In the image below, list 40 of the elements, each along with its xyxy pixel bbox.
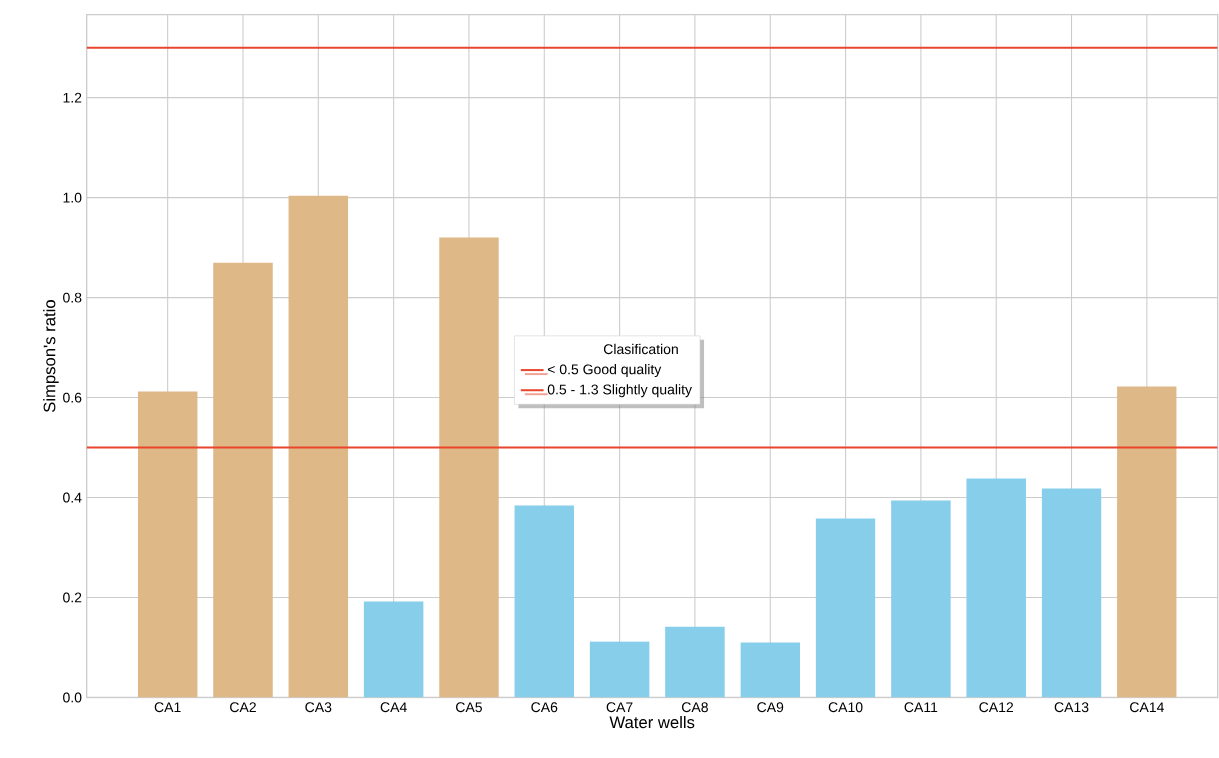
- bar: [288, 195, 349, 698]
- y-tick-label: 1.0: [63, 192, 82, 203]
- x-axis-title: Water wells: [609, 716, 695, 729]
- y-tick-label: 0.2: [63, 592, 82, 603]
- y-tick-label: 0.4: [63, 492, 82, 503]
- bar: [1041, 488, 1102, 698]
- bar: [740, 642, 800, 698]
- bar: [439, 237, 499, 698]
- x-tick-label: CA1: [154, 702, 181, 713]
- y-axis-title: Simpson's ratio: [43, 300, 59, 413]
- bar: [213, 262, 273, 698]
- y-tick-label: 0.6: [63, 392, 82, 403]
- y-tick-label: 1.2: [63, 93, 82, 103]
- x-tick-label: CA6: [531, 702, 558, 713]
- x-tick-label: CA10: [828, 702, 863, 713]
- bar: [363, 601, 424, 698]
- x-tick-label: CA2: [230, 702, 256, 713]
- x-tick-label: CA9: [757, 702, 784, 713]
- bar: [665, 626, 725, 698]
- x-tick-label: CA12: [979, 702, 1014, 713]
- x-tick-label: CA7: [606, 702, 633, 713]
- bar: [514, 505, 575, 698]
- x-tick-label: CA11: [904, 702, 938, 713]
- bar: [966, 478, 1026, 698]
- x-tick-label: CA13: [1054, 702, 1089, 713]
- bar: [891, 500, 951, 698]
- legend-label: 0.5 - 1.3 Slightly quality: [547, 384, 692, 398]
- bar: [1117, 386, 1177, 698]
- legend-title: Clasification: [603, 344, 678, 355]
- y-tick-label: 0.0: [63, 692, 82, 703]
- legend-label: < 0.5 Good quality: [547, 364, 662, 378]
- x-tick-label: CA14: [1130, 702, 1164, 713]
- x-tick-label: CA3: [305, 702, 332, 713]
- bar: [589, 641, 650, 698]
- bar: [815, 518, 876, 698]
- y-tick-label: 0.8: [63, 292, 82, 303]
- x-tick-label: CA8: [682, 702, 708, 713]
- bar: [137, 391, 198, 698]
- x-tick-label: CA5: [456, 702, 482, 713]
- x-tick-label: CA4: [380, 702, 407, 713]
